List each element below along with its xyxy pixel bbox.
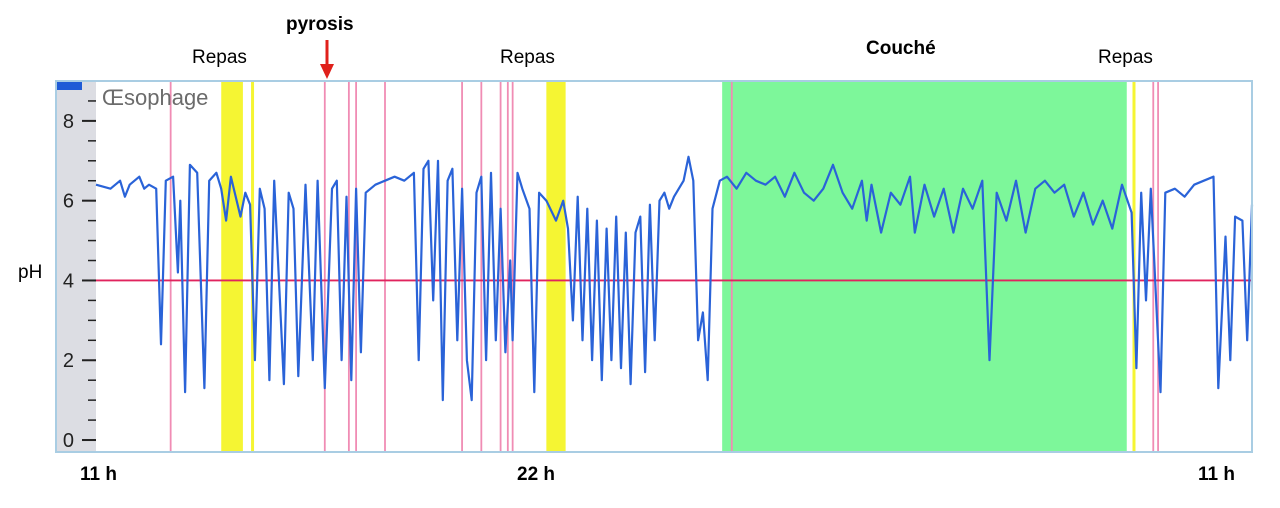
y-tick-label-6: 6: [63, 191, 74, 213]
y-tick-label-8: 8: [63, 111, 74, 133]
x-tick-mid: 22 h: [517, 464, 556, 485]
axis-strip-marker: [56, 81, 82, 90]
y-axis-label: pH: [18, 262, 43, 283]
supine-region: [722, 81, 1127, 452]
meal-label-1: Repas: [192, 47, 247, 68]
meal-region-2: [546, 81, 566, 452]
axis-strip: [56, 81, 96, 452]
plot-frame: [55, 80, 1253, 453]
inner-label: Œsophage: [102, 85, 208, 110]
y-tick-label-2: 2: [63, 350, 74, 372]
meal-label-3: Repas: [1098, 47, 1153, 68]
y-tick-label-4: 4: [63, 270, 74, 292]
x-tick-start: 11 h: [80, 464, 117, 485]
pyrosis-arrow-head: [320, 64, 334, 79]
meal-label-2: Repas: [500, 47, 555, 68]
pyrosis-label: pyrosis: [286, 14, 354, 35]
ph-trace: [95, 155, 1254, 402]
x-tick-end: 11 h: [1198, 464, 1235, 485]
y-tick-label-0: 0: [63, 430, 74, 452]
meal-region-1: [221, 81, 243, 452]
supine-label: Couché: [866, 38, 936, 59]
